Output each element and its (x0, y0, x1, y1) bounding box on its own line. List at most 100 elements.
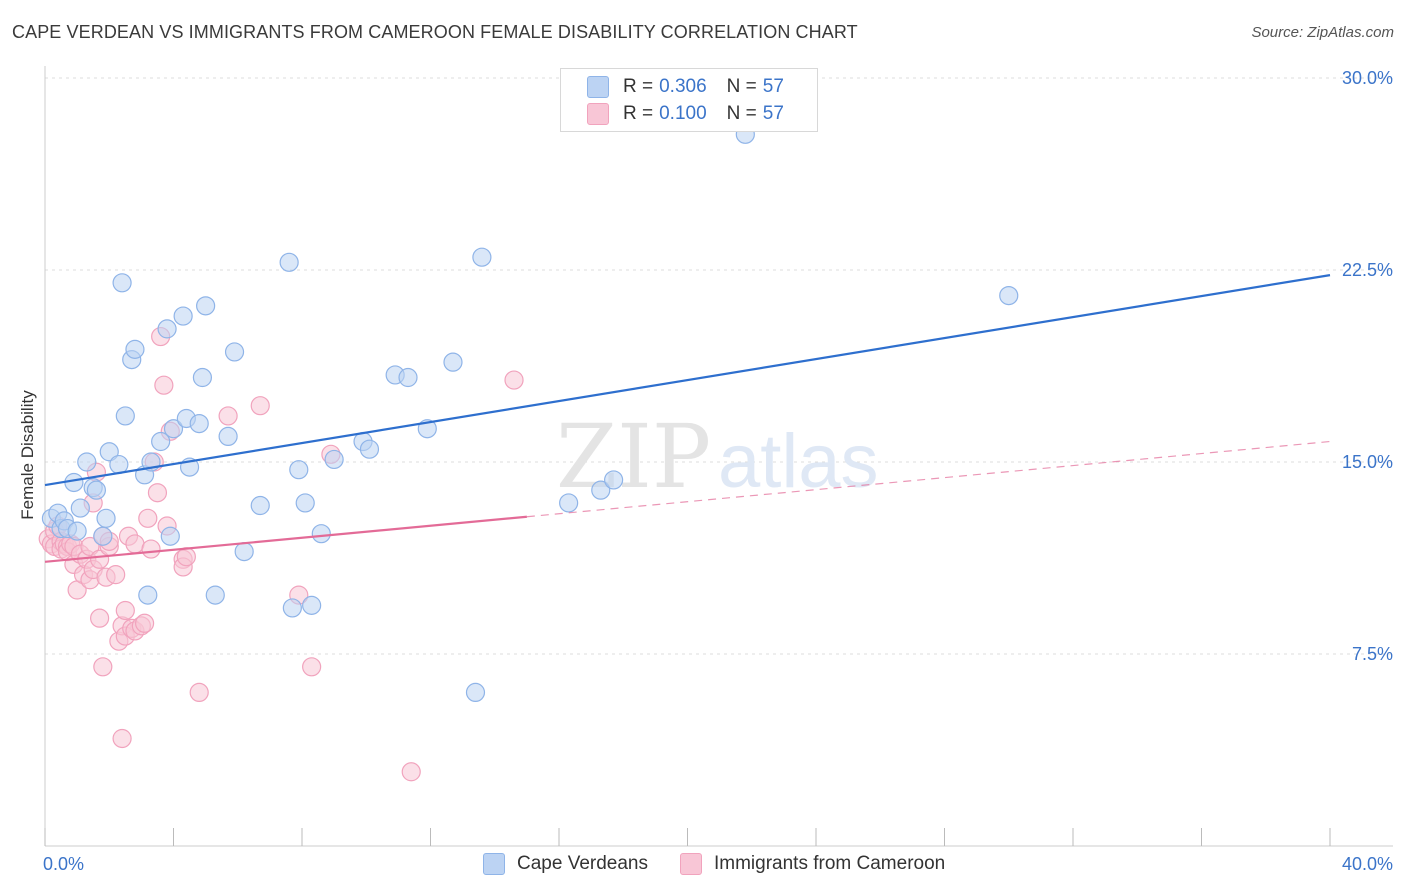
tick-labels: 7.5% 15.0% 22.5% 30.0% 0.0% 40.0% (43, 68, 1393, 874)
cape-verdean-point (192, 367, 213, 388)
legend-swatch-pink (587, 103, 609, 125)
cape-verdean-point (999, 286, 1019, 306)
x-tick-label: 0.0% (43, 854, 84, 874)
cape-verdean-point (70, 498, 90, 518)
gridlines (45, 77, 1394, 655)
cape-verdean-point (151, 431, 171, 452)
cape-verdean-point (295, 493, 315, 513)
cape-verdean-point (96, 508, 116, 528)
cameroon-point (147, 483, 168, 503)
chart-title: CAPE VERDEAN VS IMMIGRANTS FROM CAMEROON… (12, 22, 858, 42)
y-tick-label: 22.5% (1342, 260, 1393, 280)
cape-verdean-point (302, 595, 322, 615)
cameroon-point (80, 536, 100, 557)
cape-verdean-point (604, 470, 624, 490)
cameroon-point (90, 608, 110, 628)
cape-verdean-point (218, 426, 238, 446)
cape-verdean-point (77, 452, 97, 472)
axes (44, 66, 1393, 847)
series-cameroon-points (38, 326, 524, 782)
legend-r-label: R = (623, 103, 654, 124)
cameroon-point (134, 613, 155, 633)
legend-swatch-blue (587, 76, 609, 98)
cape-verdean-point (311, 524, 331, 544)
y-tick-label: 7.5% (1352, 644, 1393, 664)
cape-verdean-point (67, 521, 87, 541)
cape-verdean-point (115, 406, 135, 426)
cameroon-point (93, 657, 113, 677)
cape-verdean-point (189, 414, 209, 434)
cape-verdean-point (86, 480, 107, 500)
cape-verdean-point (160, 526, 180, 546)
cape-verdean-point (138, 585, 158, 605)
bottom-legend-cameroon: Immigrants from Cameroon (680, 851, 945, 877)
source-label: Source: ZipAtlas.com (1251, 24, 1394, 41)
legend-n-label: N = (726, 76, 757, 97)
cape-verdean-point (398, 367, 418, 388)
correlation-legend: R = 0.306 N = 57 R = 0.100 N = 57 (560, 68, 818, 132)
cape-verdean-point (99, 442, 119, 462)
cape-verdean-point (163, 419, 184, 439)
cape-verdean-point (64, 472, 84, 493)
cameroon-point (218, 406, 238, 426)
y-tick-label: 15.0% (1342, 452, 1393, 472)
cape-verdean-point (443, 352, 463, 372)
trend-lines (44, 274, 1331, 563)
bottom-legend-label: Cape Verdeans (517, 853, 648, 874)
trend-line-extension (526, 440, 1331, 518)
cape-verdean-point (173, 306, 193, 326)
trend-line (44, 515, 527, 563)
cape-verdean-point (465, 682, 486, 703)
cameroon-point (189, 682, 209, 703)
cape-verdean-point (224, 342, 245, 362)
cameroon-point (90, 549, 110, 569)
legend-row-cape-verdean: R = 0.306 N = 57 (587, 75, 784, 99)
cape-verdean-point (282, 598, 302, 618)
cameroon-point (504, 370, 524, 390)
cameroon-point (141, 539, 161, 559)
legend-n-value: 57 (762, 76, 784, 97)
legend-r-value: 0.100 (659, 103, 707, 124)
bottom-legend-swatch-blue (483, 853, 505, 875)
cape-verdean-point (125, 339, 145, 359)
cape-verdean-point (112, 273, 132, 293)
cape-verdean-point (324, 449, 344, 470)
cape-verdean-point (279, 252, 299, 272)
cameroon-point (125, 534, 145, 554)
cameroon-point (112, 728, 132, 749)
cape-verdean-point (196, 296, 216, 316)
cape-verdean-point (234, 541, 254, 562)
cape-verdean-point (157, 319, 177, 339)
cameroon-point (154, 375, 174, 395)
legend-row-cameroon: R = 0.100 N = 57 (587, 102, 784, 126)
cape-verdean-point (93, 526, 113, 546)
cape-verdean-point (205, 585, 225, 605)
x-tick-label: 40.0% (1342, 854, 1393, 874)
cameroon-point (302, 657, 322, 677)
cape-verdean-point (359, 439, 380, 459)
cameroon-point (176, 547, 196, 567)
bottom-legend-label: Immigrants from Cameroon (714, 853, 946, 874)
y-tick-label: 30.0% (1342, 68, 1393, 88)
legend-n-label: N = (726, 103, 757, 124)
cameroon-point (106, 565, 126, 585)
series-cape-verdean-points (41, 124, 1019, 703)
cape-verdean-point (472, 247, 492, 267)
cape-verdean-point (289, 460, 309, 480)
watermark-atlas: atlas (718, 419, 879, 504)
cameroon-point (138, 508, 158, 528)
bottom-legend-cape-verdeans: Cape Verdeans (483, 851, 648, 877)
watermark: ZIP atlas (556, 405, 879, 508)
cameroon-point (115, 600, 135, 621)
cape-verdean-point (591, 480, 611, 500)
legend-n-value: 57 (762, 103, 784, 124)
cape-verdean-point (559, 493, 579, 513)
trend-line (44, 274, 1331, 487)
watermark-zip: ZIP (556, 405, 711, 508)
legend-r-label: R = (623, 76, 654, 97)
bottom-legend-swatch-pink (680, 853, 702, 875)
cape-verdean-point (250, 495, 270, 516)
legend-r-value: 0.306 (659, 76, 707, 97)
cameroon-point (401, 762, 421, 782)
